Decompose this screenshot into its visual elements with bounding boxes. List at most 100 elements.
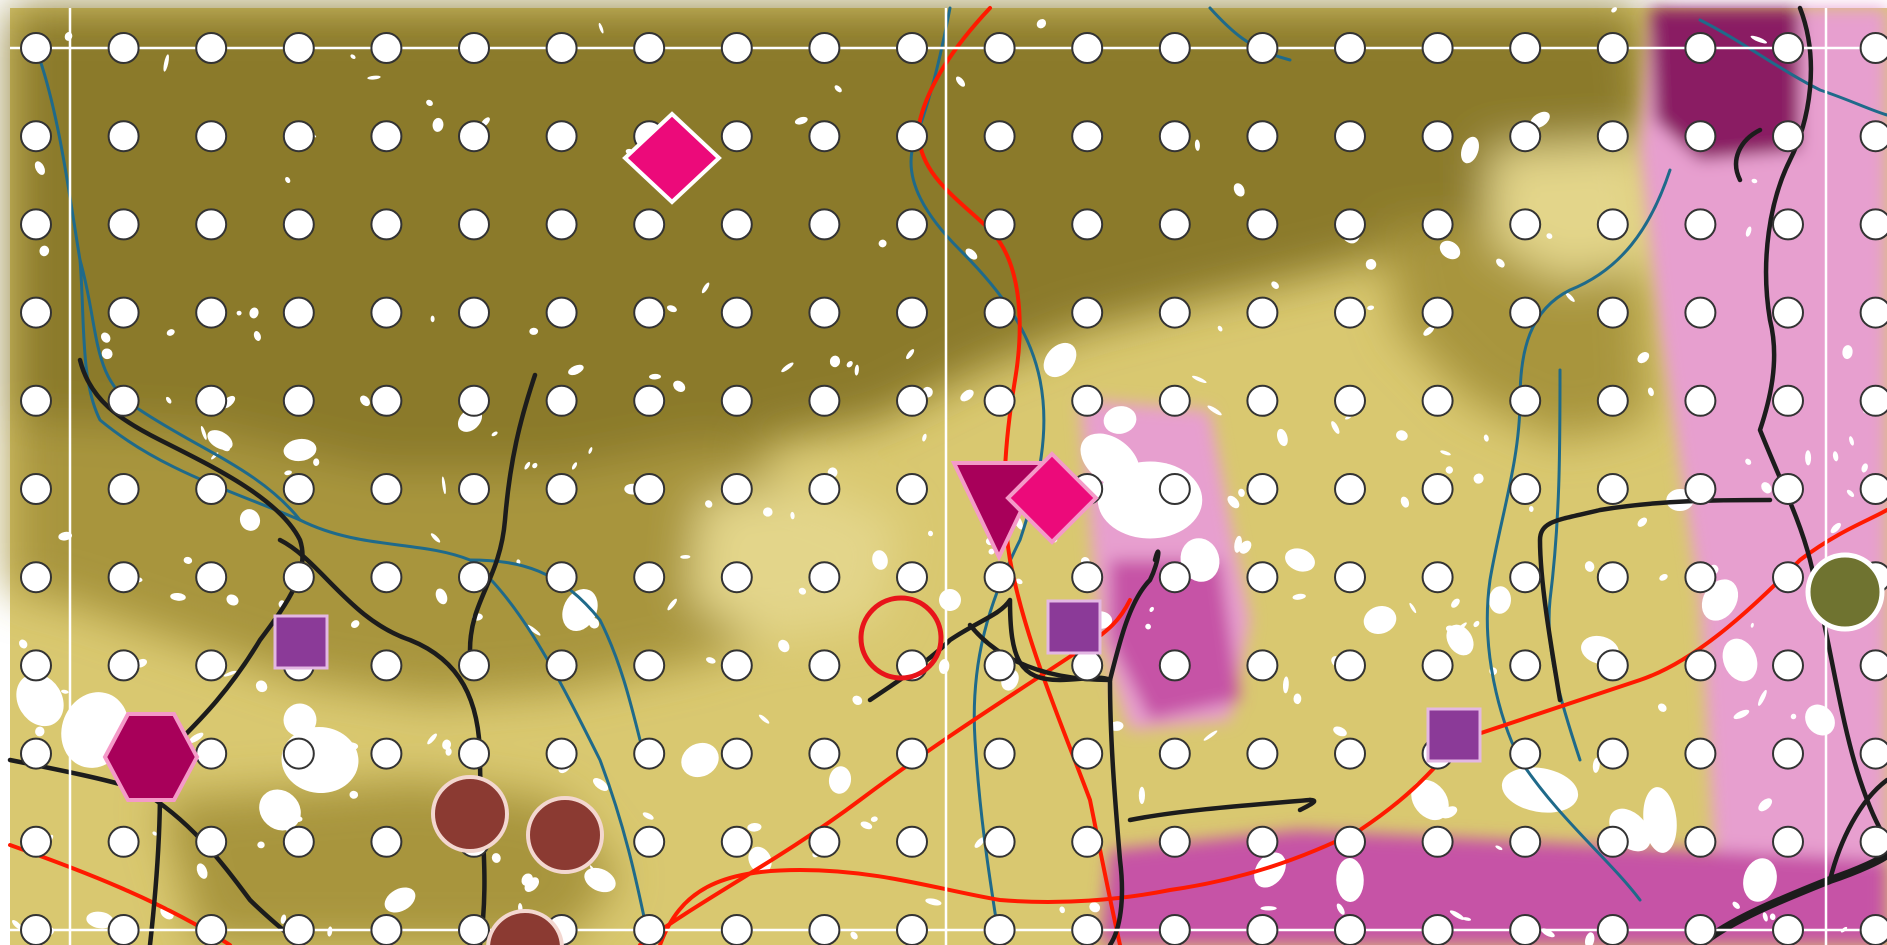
grid-dot[interactable] [720,384,753,417]
grid-dot[interactable] [896,914,928,945]
grid-dot[interactable] [633,914,666,945]
grid-dot[interactable] [1334,561,1366,594]
grid-dot[interactable] [458,32,490,64]
grid-dot[interactable] [1596,208,1629,241]
grid-dot[interactable] [1246,914,1279,945]
hexagon-marker[interactable] [102,712,200,802]
grid-dot[interactable] [1421,32,1454,64]
grid-dot[interactable] [720,120,753,153]
grid-dot[interactable] [282,384,315,417]
grid-dot[interactable] [1334,649,1366,682]
grid-dot[interactable] [370,737,403,770]
grid-dot[interactable] [1246,737,1279,770]
grid-dot[interactable] [1246,32,1279,64]
grid-dot[interactable] [1158,561,1191,594]
grid-dot[interactable] [1246,649,1279,682]
grid-dot[interactable] [1158,473,1191,505]
grid-dot[interactable] [282,473,315,505]
diamond-marker[interactable] [1005,451,1099,545]
grid-dot[interactable] [20,296,52,329]
grid-dot[interactable] [195,473,228,505]
grid-dot[interactable] [1421,561,1454,594]
grid-dot[interactable] [370,473,403,505]
grid-dot[interactable] [1158,649,1191,682]
grid-dot[interactable] [1246,825,1279,858]
grid-dot[interactable] [458,384,490,417]
grid-dot[interactable] [1772,649,1804,682]
grid-dot[interactable] [195,208,228,241]
grid-dot[interactable] [1859,649,1887,682]
grid-dot[interactable] [1158,208,1191,241]
grid-dot[interactable] [1071,32,1104,64]
grid-dot[interactable] [1772,737,1804,770]
grid-dot[interactable] [633,649,666,682]
grid-dot[interactable] [195,296,228,329]
grid-dot[interactable] [633,561,666,594]
grid-dot[interactable] [1509,649,1542,682]
grid-dot[interactable] [1334,825,1366,858]
grid-dot[interactable] [282,737,315,770]
grid-dot[interactable] [1158,737,1191,770]
grid-dot[interactable] [370,296,403,329]
grid-dot[interactable] [458,914,490,945]
grid-dot[interactable] [1684,208,1717,241]
circle-marker[interactable] [526,796,604,874]
grid-dot[interactable] [1596,825,1629,858]
square-marker[interactable] [1046,599,1102,655]
grid-dot[interactable] [1772,825,1804,858]
grid-dot[interactable] [1158,384,1191,417]
grid-dot[interactable] [808,737,841,770]
grid-dot[interactable] [195,384,228,417]
grid-dot[interactable] [370,32,403,64]
grid-dot[interactable] [1421,825,1454,858]
grid-dot[interactable] [633,208,666,241]
grid-dot[interactable] [1071,914,1104,945]
grid-dot[interactable] [1596,649,1629,682]
grid-dot[interactable] [983,296,1016,329]
grid-dot[interactable] [370,914,403,945]
grid-dot[interactable] [545,120,578,153]
grid-dot[interactable] [107,384,140,417]
grid-dot[interactable] [1071,120,1104,153]
grid-dot[interactable] [1684,473,1717,505]
grid-dot[interactable] [720,825,753,858]
grid-dot[interactable] [1859,296,1887,329]
grid-dot[interactable] [107,561,140,594]
grid-dot[interactable] [1596,737,1629,770]
grid-dot[interactable] [633,737,666,770]
grid-dot[interactable] [633,825,666,858]
grid-dot[interactable] [1421,208,1454,241]
diamond-marker[interactable] [622,111,722,205]
grid-dot[interactable] [1334,296,1366,329]
grid-dot[interactable] [633,32,666,64]
grid-dot[interactable] [282,120,315,153]
grid-dot[interactable] [545,296,578,329]
grid-dot[interactable] [720,32,753,64]
grid-dot[interactable] [20,120,52,153]
grid-dot[interactable] [1596,384,1629,417]
grid-dot[interactable] [896,561,928,594]
grid-dot[interactable] [1421,120,1454,153]
grid-dot[interactable] [896,296,928,329]
grid-dot[interactable] [20,914,52,945]
grid-dot[interactable] [370,384,403,417]
square-marker[interactable] [1426,707,1482,763]
grid-dot[interactable] [1684,649,1717,682]
grid-dot[interactable] [983,32,1016,64]
grid-dot[interactable] [808,32,841,64]
grid-dot[interactable] [282,208,315,241]
highlight-ring-marker[interactable] [858,595,944,681]
grid-dot[interactable] [1071,384,1104,417]
grid-dot[interactable] [896,825,928,858]
grid-dot[interactable] [808,825,841,858]
grid-dot[interactable] [720,561,753,594]
grid-dot[interactable] [808,473,841,505]
grid-dot[interactable] [1246,296,1279,329]
grid-dot[interactable] [282,825,315,858]
grid-dot[interactable] [1334,384,1366,417]
grid-dot[interactable] [1158,296,1191,329]
grid-dot[interactable] [1071,825,1104,858]
grid-dot[interactable] [1859,120,1887,153]
grid-dot[interactable] [720,296,753,329]
grid-dot[interactable] [458,737,490,770]
